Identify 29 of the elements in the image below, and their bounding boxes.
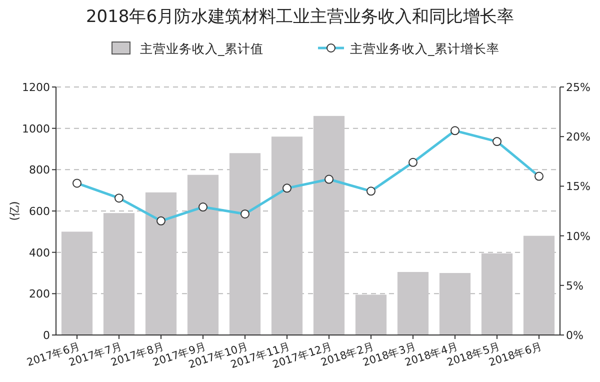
y2-tick-label: 10% xyxy=(566,230,590,243)
bar xyxy=(187,174,219,335)
y-axis-title: (亿) xyxy=(8,201,21,221)
y-tick-label: 0 xyxy=(43,329,50,342)
bar xyxy=(271,136,303,335)
bar xyxy=(103,213,135,335)
bar xyxy=(61,232,93,335)
bar xyxy=(397,272,429,335)
bar xyxy=(229,153,261,335)
y2-tick-label: 5% xyxy=(566,279,584,292)
bar xyxy=(313,116,345,335)
y-tick-label: 400 xyxy=(29,246,50,260)
legend-label: 主营业务收入_累计增长率 xyxy=(350,41,500,56)
y2-tick-label: 25% xyxy=(566,81,590,94)
y-tick-label: 600 xyxy=(29,205,50,218)
bar xyxy=(481,253,513,335)
y2-tick-label: 15% xyxy=(566,180,590,194)
y-tick-label: 1000 xyxy=(22,122,50,136)
y2-tick-label: 0% xyxy=(566,329,584,342)
bar xyxy=(523,236,555,335)
y-tick-label: 1200 xyxy=(22,81,50,94)
chart-title: 2018年6月防水建筑材料工业主营业务收入和同比增长率 xyxy=(86,7,514,27)
bar xyxy=(355,294,387,335)
y-tick-label: 200 xyxy=(29,288,50,301)
bar xyxy=(439,273,471,335)
y-tick-label: 800 xyxy=(29,164,50,177)
legend-label: 主营业务收入_累计值 xyxy=(140,41,264,56)
y2-tick-label: 20% xyxy=(566,130,590,144)
bar xyxy=(145,192,177,335)
